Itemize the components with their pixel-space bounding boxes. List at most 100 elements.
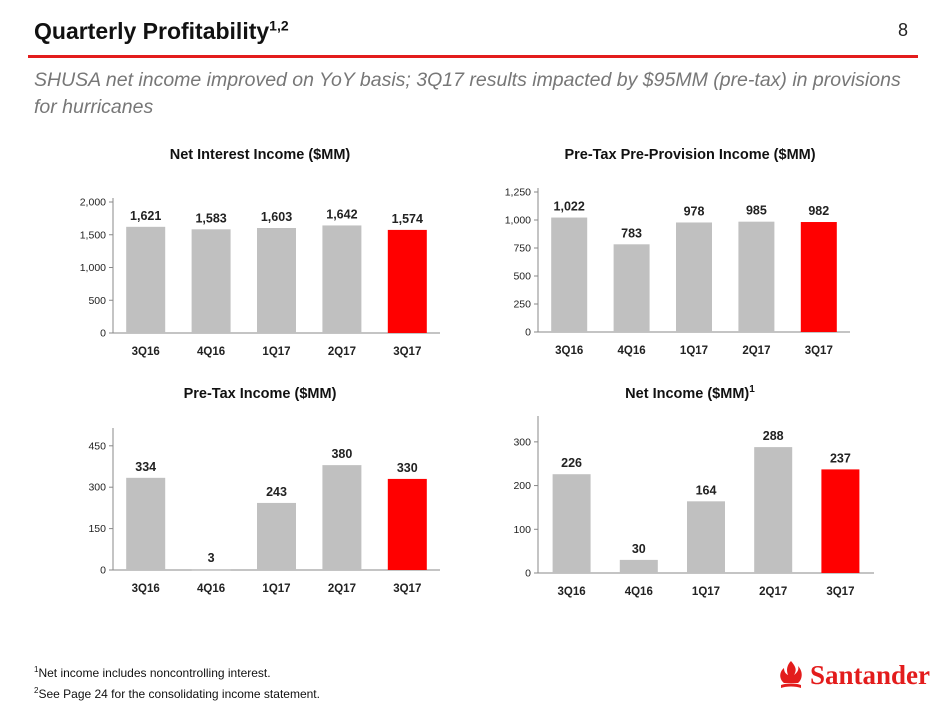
bar — [322, 225, 362, 333]
chart-title-text: Net Interest Income ($MM) — [169, 147, 351, 163]
x-category-label: 1Q17 — [692, 586, 720, 598]
footnote-1: 1Net income includes noncontrolling inte… — [34, 661, 320, 682]
bar-value-label: 288 — [763, 429, 784, 443]
chart-title-text: Pre-Tax Income ($MM) — [183, 386, 337, 402]
bar — [619, 559, 658, 573]
bar-value-label: 243 — [266, 485, 287, 499]
chart-title: Net Interest Income ($MM) — [60, 147, 460, 163]
santander-flame-icon — [780, 661, 802, 688]
x-category-label: 1Q17 — [680, 345, 708, 357]
footnote-2: 2See Page 24 for the consolidating incom… — [34, 682, 320, 703]
title-divider — [28, 55, 918, 58]
chart-net-interest-income: Net Interest Income ($MM) 0 500 1,000 1,500… — [60, 140, 460, 375]
footnote-1-marker: 1 — [34, 665, 39, 674]
bar — [551, 217, 588, 332]
x-category-label: 2Q17 — [742, 345, 770, 357]
bar-value-label: 978 — [684, 204, 705, 218]
chart-title: Net Income ($MM)1 — [490, 384, 890, 402]
y-tick-label: 1,250 — [505, 187, 531, 199]
x-category-label: 3Q16 — [555, 345, 583, 357]
bar — [821, 469, 860, 573]
y-tick-label: 500 — [513, 271, 531, 283]
page-title: Quarterly Profitability1,2 — [34, 18, 289, 45]
bar-value-label: 1,642 — [326, 207, 357, 221]
bar — [552, 474, 591, 573]
x-category-label: 4Q16 — [197, 346, 225, 358]
bar — [800, 222, 837, 332]
bar-value-label: 1,583 — [195, 211, 226, 225]
y-tick-label: 0 — [100, 565, 106, 577]
y-tick-label: 2,000 — [80, 197, 106, 209]
footnote-1-text: Net income includes noncontrolling inter… — [38, 666, 271, 680]
x-category-label: 1Q17 — [262, 346, 290, 358]
bar-value-label: 982 — [808, 204, 829, 218]
y-tick-label: 0 — [525, 568, 531, 580]
santander-wordmark: Santander — [810, 659, 931, 690]
x-category-label: 3Q16 — [132, 346, 160, 358]
x-category-label: 2Q17 — [328, 346, 356, 358]
bar-value-label: 985 — [746, 204, 767, 218]
chart-title-footnote-ref: 1 — [749, 384, 755, 396]
y-tick-label: 200 — [513, 480, 531, 492]
x-category-label: 3Q17 — [805, 345, 833, 357]
y-tick-label: 500 — [88, 295, 106, 307]
y-tick-label: 750 — [513, 243, 531, 255]
bar — [754, 447, 793, 573]
bar-chart-svg: 0 250 500 750 1,000 1,250 1,022 3Q16 783 4Q16 978 1… — [505, 187, 850, 357]
bar — [387, 229, 427, 333]
y-tick-label: 300 — [88, 482, 106, 494]
bar-value-label: 1,603 — [261, 210, 292, 224]
y-tick-label: 100 — [513, 524, 531, 536]
bar-value-label: 1,621 — [130, 209, 161, 223]
y-tick-label: 1,000 — [505, 215, 531, 227]
y-tick-label: 300 — [513, 436, 531, 448]
y-tick-label: 150 — [88, 523, 106, 535]
bar — [257, 502, 296, 570]
x-category-label: 3Q17 — [826, 586, 854, 598]
bar-value-label: 1,022 — [554, 200, 585, 214]
y-tick-label: 250 — [513, 299, 531, 311]
page-title-text: Quarterly Profitability — [34, 18, 270, 44]
x-category-label: 4Q16 — [618, 345, 646, 357]
x-category-label: 3Q16 — [558, 586, 586, 598]
x-category-label: 1Q17 — [262, 583, 290, 595]
bar — [613, 244, 650, 332]
bar-chart-svg: 0 500 1,000 1,500 2,000 1,621 3Q16 1,583 4Q16 1,6… — [80, 197, 440, 358]
x-category-label: 3Q17 — [393, 583, 421, 595]
bar-value-label: 334 — [135, 460, 156, 474]
chart-title: Pre-Tax Income ($MM) — [60, 386, 460, 402]
x-category-label: 3Q16 — [132, 583, 160, 595]
footnote-2-marker: 2 — [34, 686, 39, 695]
bar-chart-svg: 0 100 200 300 226 3Q16 30 4Q16 164 1Q17 288 2Q17 237… — [513, 416, 874, 598]
footnote-2-text: See Page 24 for the consolidating income… — [38, 687, 320, 701]
bar-value-label: 237 — [830, 451, 851, 465]
santander-logo: Santander — [778, 658, 930, 692]
bar — [387, 478, 427, 570]
chart-pre-tax-pre-provision-income: Pre-Tax Pre-Provision Income ($MM) 0 250 5… — [490, 140, 890, 375]
y-tick-label: 0 — [100, 328, 106, 340]
bar-value-label: 30 — [632, 542, 646, 556]
y-tick-label: 450 — [88, 440, 106, 452]
bar — [676, 222, 712, 332]
footnotes: 1Net income includes noncontrolling inte… — [34, 661, 320, 703]
chart-net-income: Net Income ($MM)1 0 100 200 300 226 3Q16 30 4Q1… — [490, 380, 890, 615]
bar — [126, 226, 166, 333]
y-tick-label: 0 — [525, 327, 531, 339]
page-title-footnote-ref: 1,2 — [269, 17, 289, 34]
bar — [191, 229, 231, 333]
chart-title: Pre-Tax Pre-Provision Income ($MM) — [490, 147, 890, 163]
page-subtitle: SHUSA net income improved on YoY basis; … — [34, 69, 901, 118]
bar-chart-svg: 0 150 300 450 334 3Q16 3 4Q16 243 1Q17 380 2Q17 330 3… — [88, 428, 440, 595]
x-category-label: 2Q17 — [328, 583, 356, 595]
bar — [191, 569, 231, 571]
bar-value-label: 380 — [331, 447, 352, 461]
bar — [257, 228, 296, 333]
page-number: 8 — [897, 20, 908, 40]
bar-value-label: 164 — [696, 483, 717, 497]
bar — [738, 221, 775, 332]
chart-title-text: Net Income ($MM) — [625, 386, 750, 402]
bar — [687, 501, 725, 573]
bar — [126, 477, 166, 570]
bar-value-label: 3 — [208, 551, 215, 565]
chart-title-text: Pre-Tax Pre-Provision Income ($MM) — [564, 147, 816, 163]
